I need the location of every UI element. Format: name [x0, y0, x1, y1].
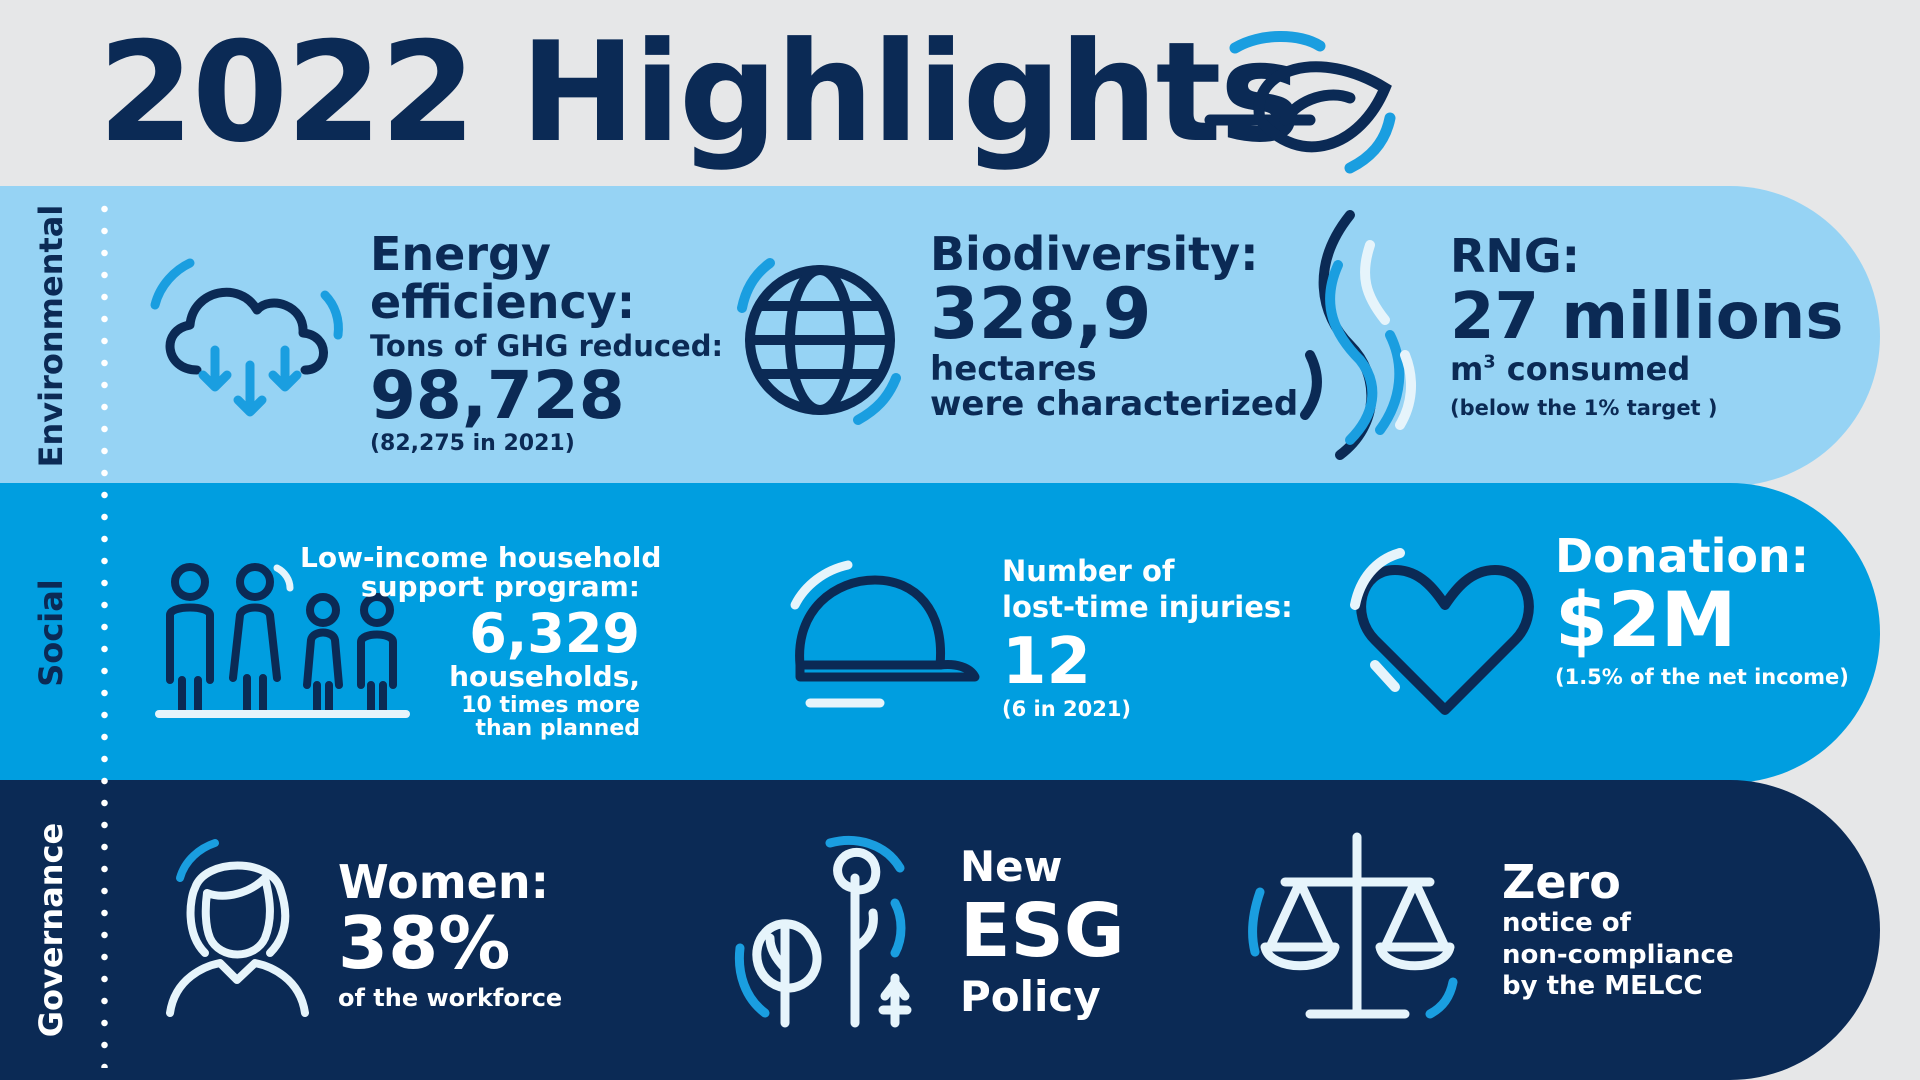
injuries-block: Number of lost-time injuries: 12 (6 in 2…	[1002, 554, 1293, 722]
rng-note: (below the 1% target )	[1450, 396, 1718, 421]
household-line2: support program:	[360, 570, 640, 604]
donation-value: $2M	[1555, 575, 1737, 665]
women-block: Women: 38% of the workforce	[338, 858, 562, 1011]
biodiversity-block: Biodiversity: 328,9 hectares were charac…	[930, 230, 1298, 423]
esg-line2: ESG	[960, 888, 1125, 975]
donation-note: (1.5% of the net income)	[1555, 665, 1849, 690]
women-note: of the workforce	[338, 983, 563, 1012]
energy-title-2: efficiency:	[370, 275, 636, 330]
scales-icon	[1245, 832, 1460, 1022]
esg-line1: New	[960, 842, 1063, 891]
energy-title-1: Energy	[370, 227, 551, 281]
rng-unit-line: m3 consumed	[1450, 353, 1843, 387]
energy-block: Energy efficiency: Tons of GHG reduced: …	[370, 227, 724, 457]
family-ground-line	[155, 710, 410, 718]
women-title: Women:	[338, 855, 549, 909]
rng-unit-sup: 3	[1483, 353, 1496, 374]
leaf-icon	[1190, 28, 1420, 178]
compliance-title: Zero	[1502, 855, 1621, 909]
rng-block: RNG: 27 millions m3 consumed (below the …	[1450, 232, 1843, 419]
environmental-label: Environmental	[32, 204, 70, 468]
woman-icon	[165, 838, 310, 1017]
rng-title: RNG:	[1450, 229, 1581, 283]
trees-icon	[734, 836, 930, 1028]
energy-sub: Tons of GHG reduced:	[370, 328, 724, 363]
injuries-line2: lost-time injuries:	[1002, 590, 1293, 625]
biodiversity-value: 328,9	[930, 273, 1152, 356]
governance-label: Governance	[32, 822, 70, 1038]
household-line5: than planned	[475, 715, 640, 741]
injuries-line1: Number of	[1002, 554, 1175, 588]
hard-hat-icon	[780, 555, 980, 725]
family-icon	[155, 560, 410, 720]
energy-value: 98,728	[370, 357, 625, 435]
social-label: Social	[32, 579, 70, 687]
compliance-line1: notice of	[1502, 908, 1631, 939]
globe-icon	[728, 248, 908, 428]
biodiversity-line2: were characterized	[930, 384, 1299, 425]
household-line4: 10 times more	[461, 692, 640, 718]
governance-band	[0, 780, 1880, 1080]
compliance-line2: non-compliance	[1502, 939, 1734, 970]
rng-value: 27 millions	[1450, 280, 1844, 355]
esg-block: New ESG Policy	[960, 842, 1125, 1021]
energy-note: (82,275 in 2021)	[370, 431, 575, 457]
page-title: 2022 Highlights	[98, 12, 1302, 173]
cloud-download-icon	[145, 255, 345, 420]
dotted-divider	[101, 198, 108, 1068]
injuries-value: 12	[1002, 624, 1092, 699]
injuries-note: (6 in 2021)	[1002, 697, 1132, 722]
household-line1: Low-income household	[300, 541, 662, 574]
donation-block: Donation: $2M (1.5% of the net income)	[1555, 532, 1849, 688]
donation-title: Donation:	[1555, 529, 1810, 583]
gas-flow-icon	[1290, 205, 1420, 465]
heart-icon	[1345, 545, 1535, 720]
esg-line3: Policy	[960, 971, 1101, 1021]
household-line3: households,	[449, 660, 640, 694]
women-value: 38%	[338, 901, 511, 986]
household-block: Low-income household support program: 6,…	[300, 541, 662, 741]
household-value: 6,329	[469, 601, 640, 665]
biodiversity-line1: hectares	[930, 348, 1097, 389]
compliance-block: Zero notice of non-compliance by the MEL…	[1502, 858, 1734, 1000]
rng-unit: m	[1450, 350, 1484, 389]
biodiversity-title: Biodiversity:	[930, 227, 1259, 281]
rng-unit-rest: consumed	[1495, 350, 1691, 389]
compliance-line3: by the MELCC	[1502, 970, 1703, 1001]
